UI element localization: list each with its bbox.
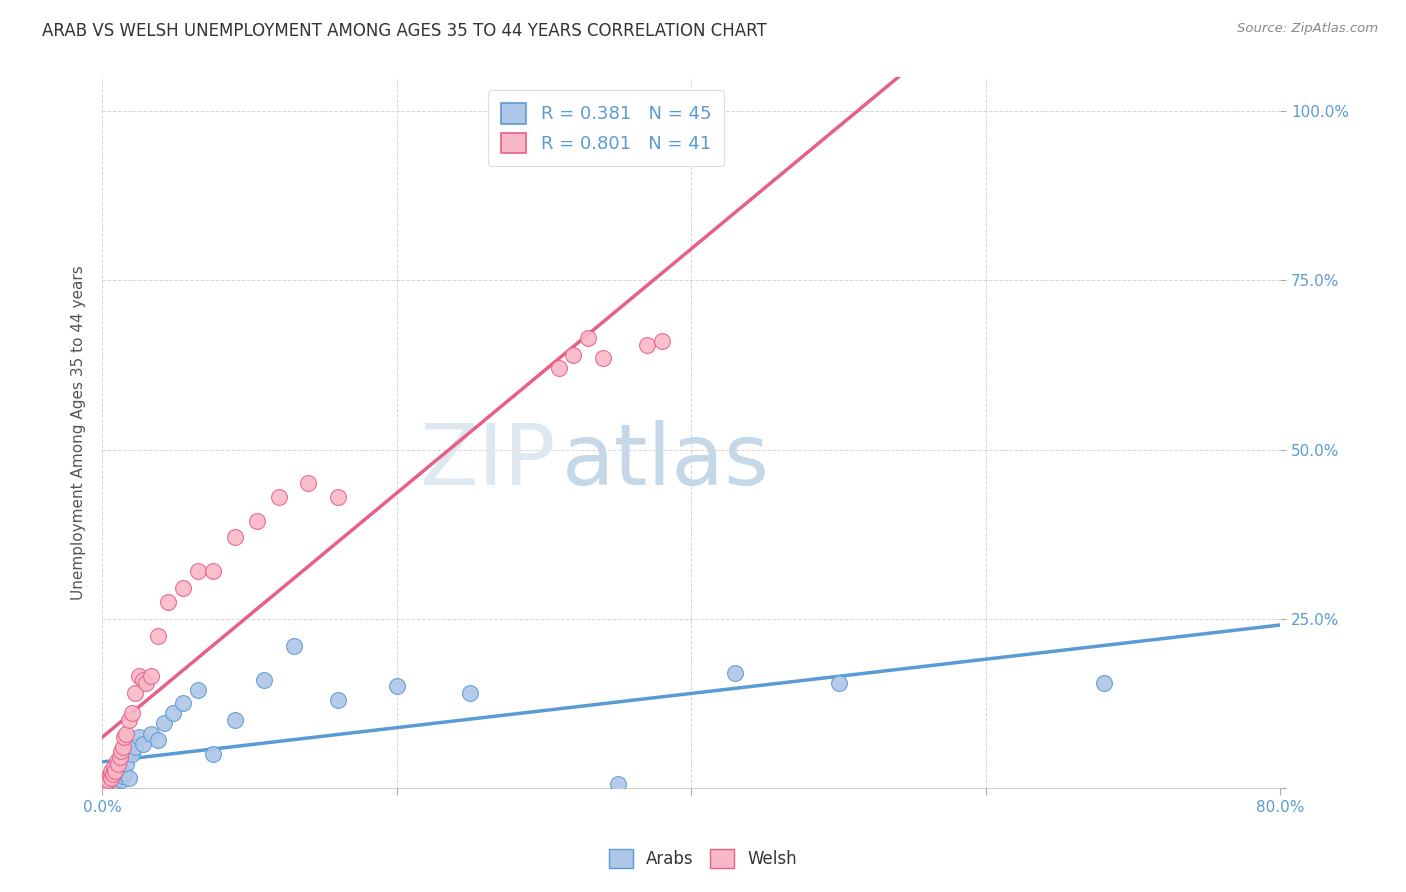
Point	[110, 743, 132, 757]
Point	[224, 531, 246, 545]
Y-axis label: Unemployment Among Ages 35 to 44 years: Unemployment Among Ages 35 to 44 years	[72, 265, 86, 600]
Point	[139, 726, 162, 740]
Point	[98, 771, 121, 785]
Legend: R = 0.381   N = 45, R = 0.801   N = 41: R = 0.381 N = 45, R = 0.801 N = 41	[488, 90, 724, 166]
Point	[101, 772, 124, 787]
Point	[107, 757, 129, 772]
Point	[283, 639, 305, 653]
Point	[128, 669, 150, 683]
Point	[114, 757, 136, 772]
Point	[93, 777, 115, 791]
Point	[297, 476, 319, 491]
Point	[108, 760, 131, 774]
Point	[97, 772, 120, 787]
Point	[326, 490, 349, 504]
Point	[253, 673, 276, 687]
Point	[562, 348, 585, 362]
Point	[124, 740, 146, 755]
Legend: Arabs, Welsh: Arabs, Welsh	[603, 842, 803, 875]
Point	[172, 696, 194, 710]
Point	[94, 774, 117, 789]
Point	[105, 754, 128, 768]
Point	[135, 676, 157, 690]
Point	[162, 706, 184, 721]
Point	[187, 682, 209, 697]
Point	[606, 777, 628, 791]
Point	[111, 740, 134, 755]
Point	[139, 669, 162, 683]
Point	[100, 777, 122, 791]
Point	[148, 628, 170, 642]
Point	[111, 768, 134, 782]
Point	[100, 771, 122, 785]
Point	[96, 775, 118, 789]
Point	[636, 337, 658, 351]
Point	[121, 747, 143, 761]
Point	[592, 351, 614, 366]
Point	[460, 686, 482, 700]
Point	[94, 779, 117, 793]
Point	[114, 726, 136, 740]
Point	[101, 779, 124, 793]
Point	[201, 747, 224, 761]
Point	[104, 774, 127, 789]
Text: atlas: atlas	[562, 419, 769, 502]
Point	[201, 564, 224, 578]
Point	[132, 673, 155, 687]
Text: Source: ZipAtlas.com: Source: ZipAtlas.com	[1237, 22, 1378, 36]
Point	[118, 713, 141, 727]
Point	[112, 765, 135, 780]
Point	[98, 768, 121, 782]
Point	[100, 764, 122, 778]
Point	[96, 772, 118, 787]
Point	[246, 514, 269, 528]
Point	[224, 713, 246, 727]
Point	[98, 778, 121, 792]
Point	[100, 768, 122, 782]
Point	[121, 706, 143, 721]
Point	[96, 777, 118, 791]
Point	[1092, 676, 1115, 690]
Point	[132, 737, 155, 751]
Point	[104, 764, 127, 778]
Point	[112, 730, 135, 744]
Point	[157, 595, 180, 609]
Point	[576, 331, 599, 345]
Point	[97, 775, 120, 789]
Point	[187, 564, 209, 578]
Text: ARAB VS WELSH UNEMPLOYMENT AMONG AGES 35 TO 44 YEARS CORRELATION CHART: ARAB VS WELSH UNEMPLOYMENT AMONG AGES 35…	[42, 22, 766, 40]
Point	[124, 686, 146, 700]
Point	[128, 730, 150, 744]
Point	[93, 775, 115, 789]
Point	[103, 760, 125, 774]
Point	[148, 733, 170, 747]
Point	[118, 771, 141, 785]
Point	[96, 771, 118, 785]
Point	[94, 774, 117, 789]
Point	[267, 490, 290, 504]
Point	[547, 361, 569, 376]
Point	[110, 772, 132, 787]
Point	[827, 676, 849, 690]
Point	[153, 716, 176, 731]
Point	[172, 581, 194, 595]
Point	[105, 764, 128, 778]
Point	[724, 665, 747, 680]
Text: ZIP: ZIP	[419, 419, 555, 502]
Point	[651, 334, 673, 349]
Point	[101, 767, 124, 781]
Point	[107, 771, 129, 785]
Point	[108, 750, 131, 764]
Point	[326, 693, 349, 707]
Point	[385, 679, 408, 693]
Point	[103, 767, 125, 781]
Point	[103, 775, 125, 789]
Point	[97, 780, 120, 794]
